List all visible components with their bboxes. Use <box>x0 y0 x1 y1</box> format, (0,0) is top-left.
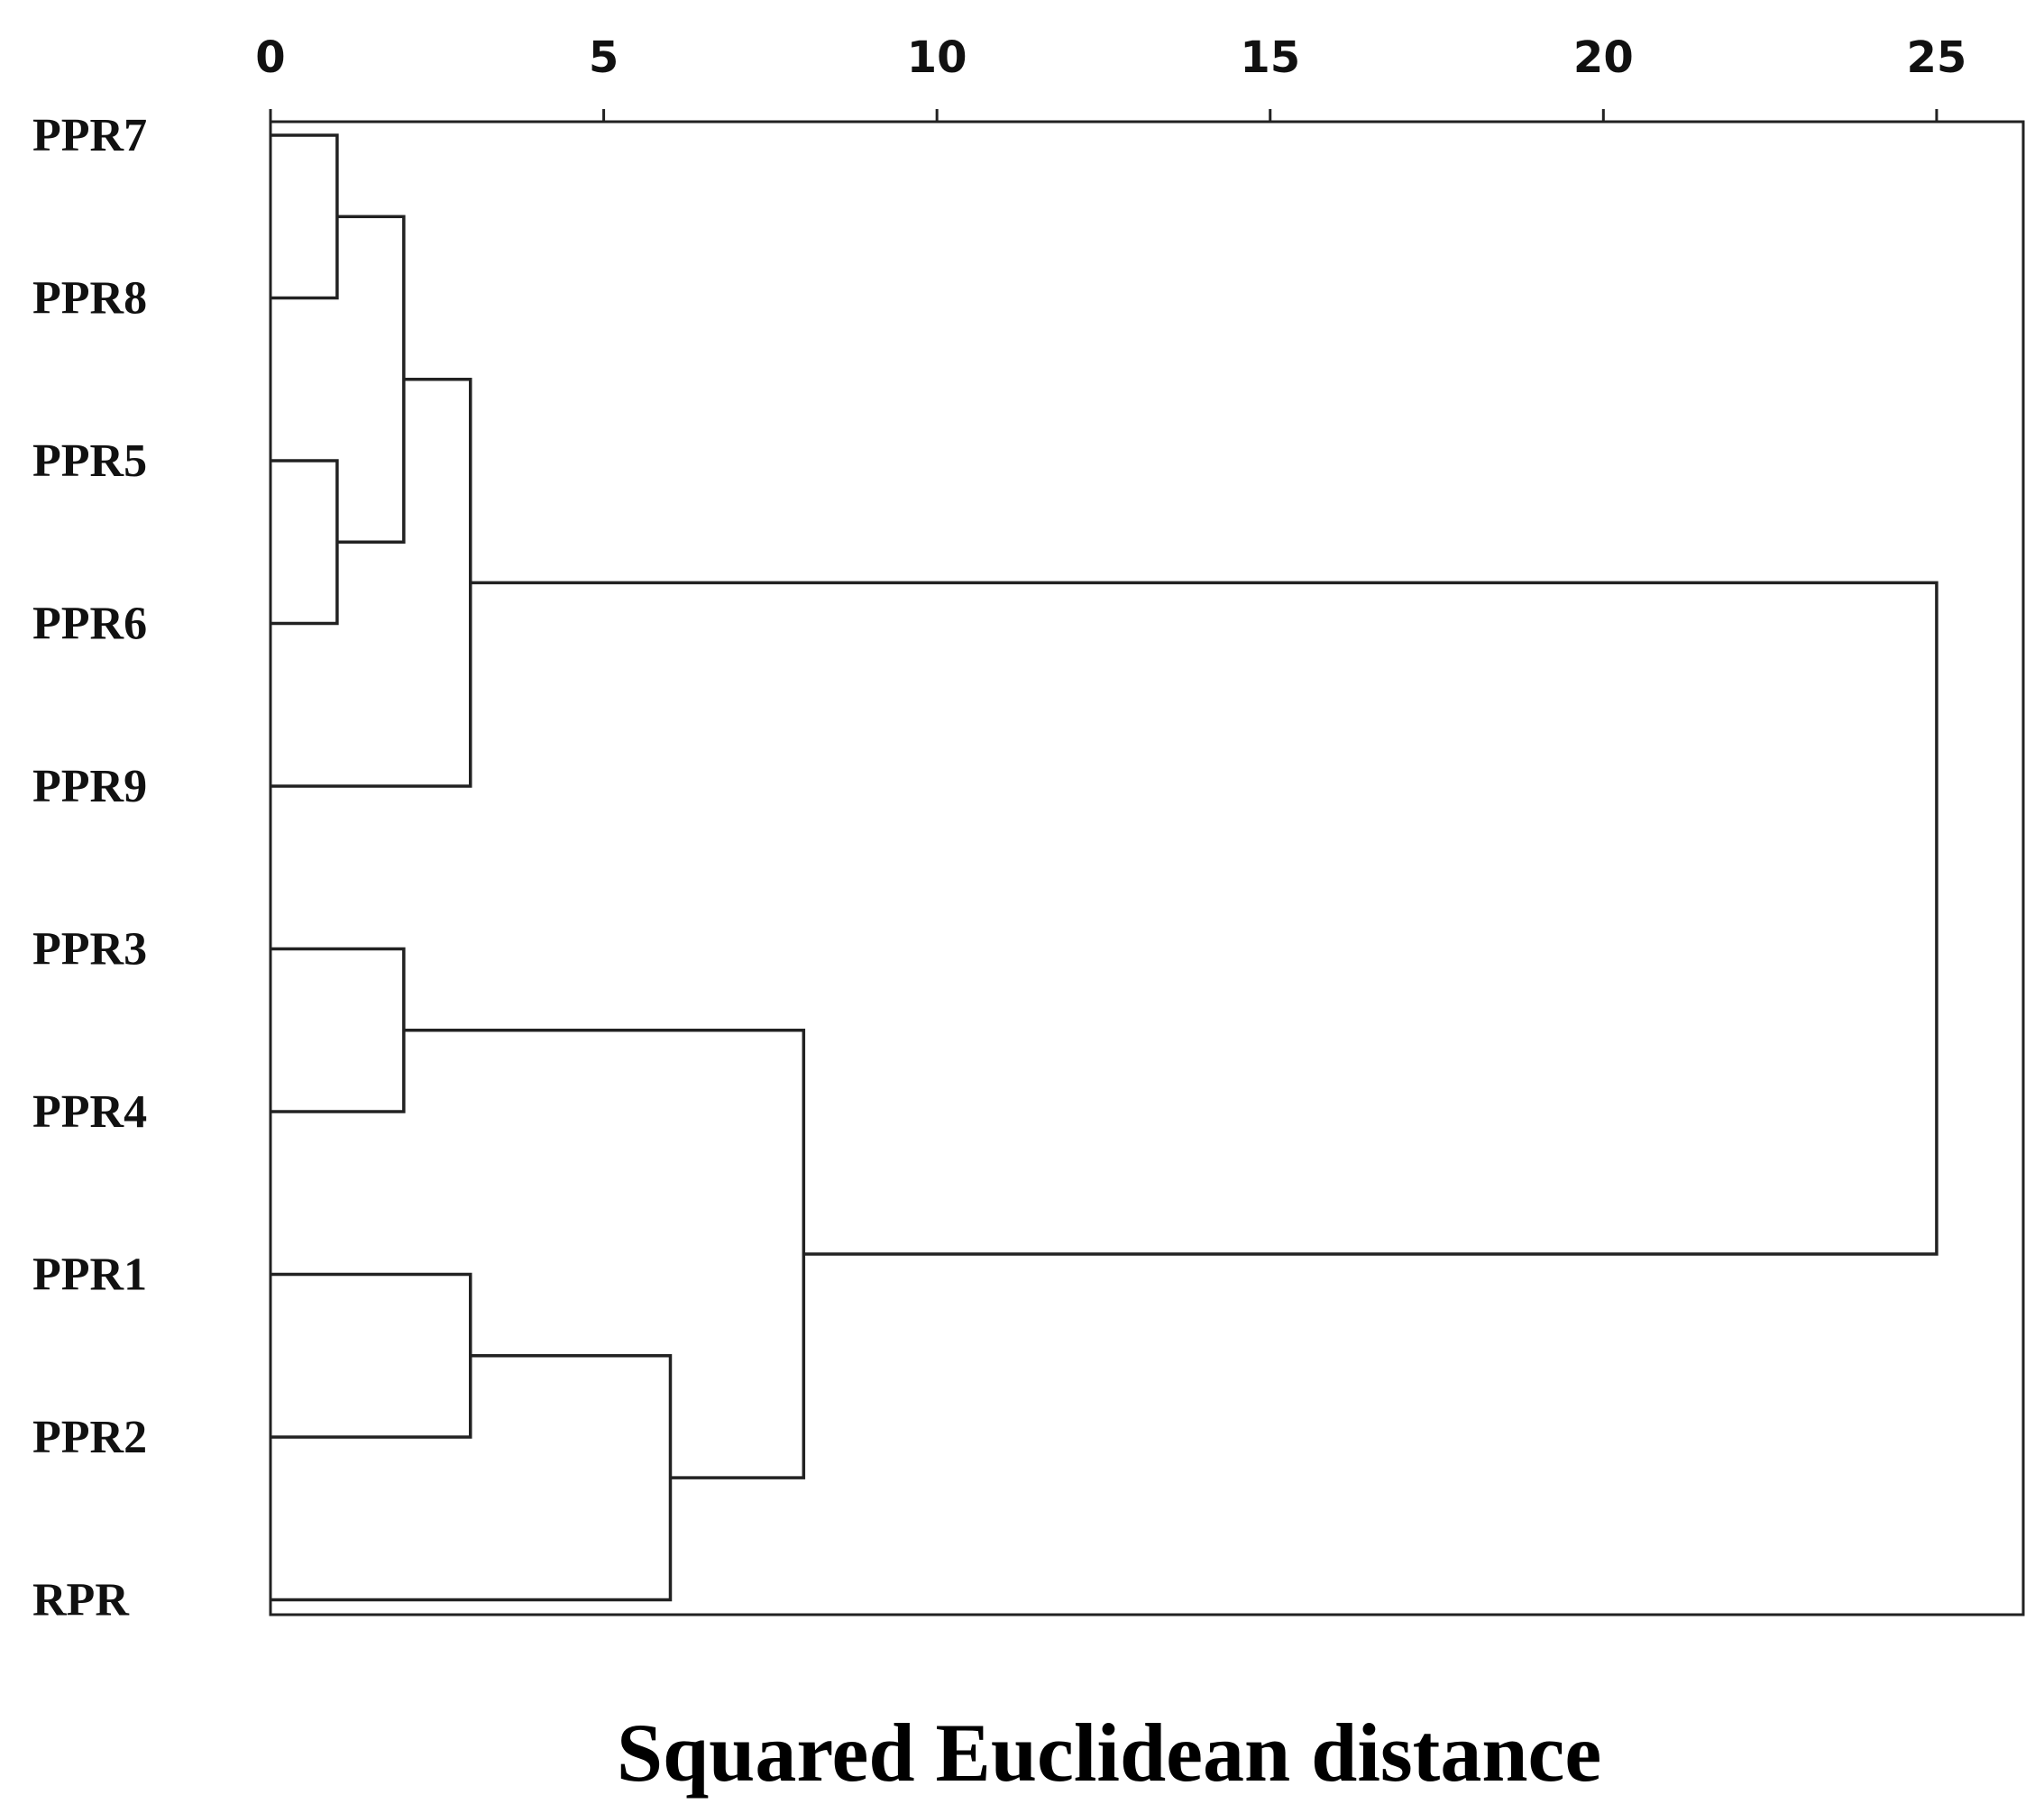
leaf-labels: PPR7 PPR8 PPR5 PPR6 PPR9 PPR3 PPR4 PPR1 PPR2 RPR <box>32 110 147 1626</box>
plot-frame <box>269 120 2025 1616</box>
leaf-label-ppr7: PPR7 <box>32 110 147 161</box>
x-axis-label: Squared Euclidean distance <box>617 1707 1601 1799</box>
link-c7 <box>270 1354 673 1602</box>
link-c2 <box>270 459 339 626</box>
leaf-label-ppr6: PPR6 <box>32 599 147 650</box>
leaf-label-ppr3: PPR3 <box>32 924 147 975</box>
leaf-label-rpr: RPR <box>32 1575 130 1626</box>
leaf-label-ppr1: PPR1 <box>32 1250 147 1301</box>
x-tick-label: 10 <box>907 32 967 83</box>
x-tick-label: 0 <box>255 32 285 83</box>
dendrogram-links <box>270 133 1939 1602</box>
link-c5 <box>270 947 406 1113</box>
leaf-label-ppr4: PPR4 <box>32 1086 147 1138</box>
leaf-label-ppr5: PPR5 <box>32 435 147 487</box>
leaf-label-ppr8: PPR8 <box>32 273 147 325</box>
link-c8 <box>403 1029 806 1479</box>
link-c3 <box>336 215 406 544</box>
x-tick-label: 25 <box>1907 32 1967 83</box>
x-tick-label: 15 <box>1240 32 1300 83</box>
link-c9 <box>470 581 1939 1256</box>
leaf-label-ppr2: PPR2 <box>32 1412 147 1463</box>
x-axis: 0 5 10 15 20 25 <box>255 32 1966 122</box>
link-c1 <box>270 133 339 300</box>
link-c4 <box>270 378 472 788</box>
leaf-label-ppr9: PPR9 <box>32 761 147 812</box>
x-tick-label: 5 <box>589 32 619 83</box>
link-c6 <box>270 1272 472 1439</box>
x-tick-label: 20 <box>1573 32 1634 83</box>
